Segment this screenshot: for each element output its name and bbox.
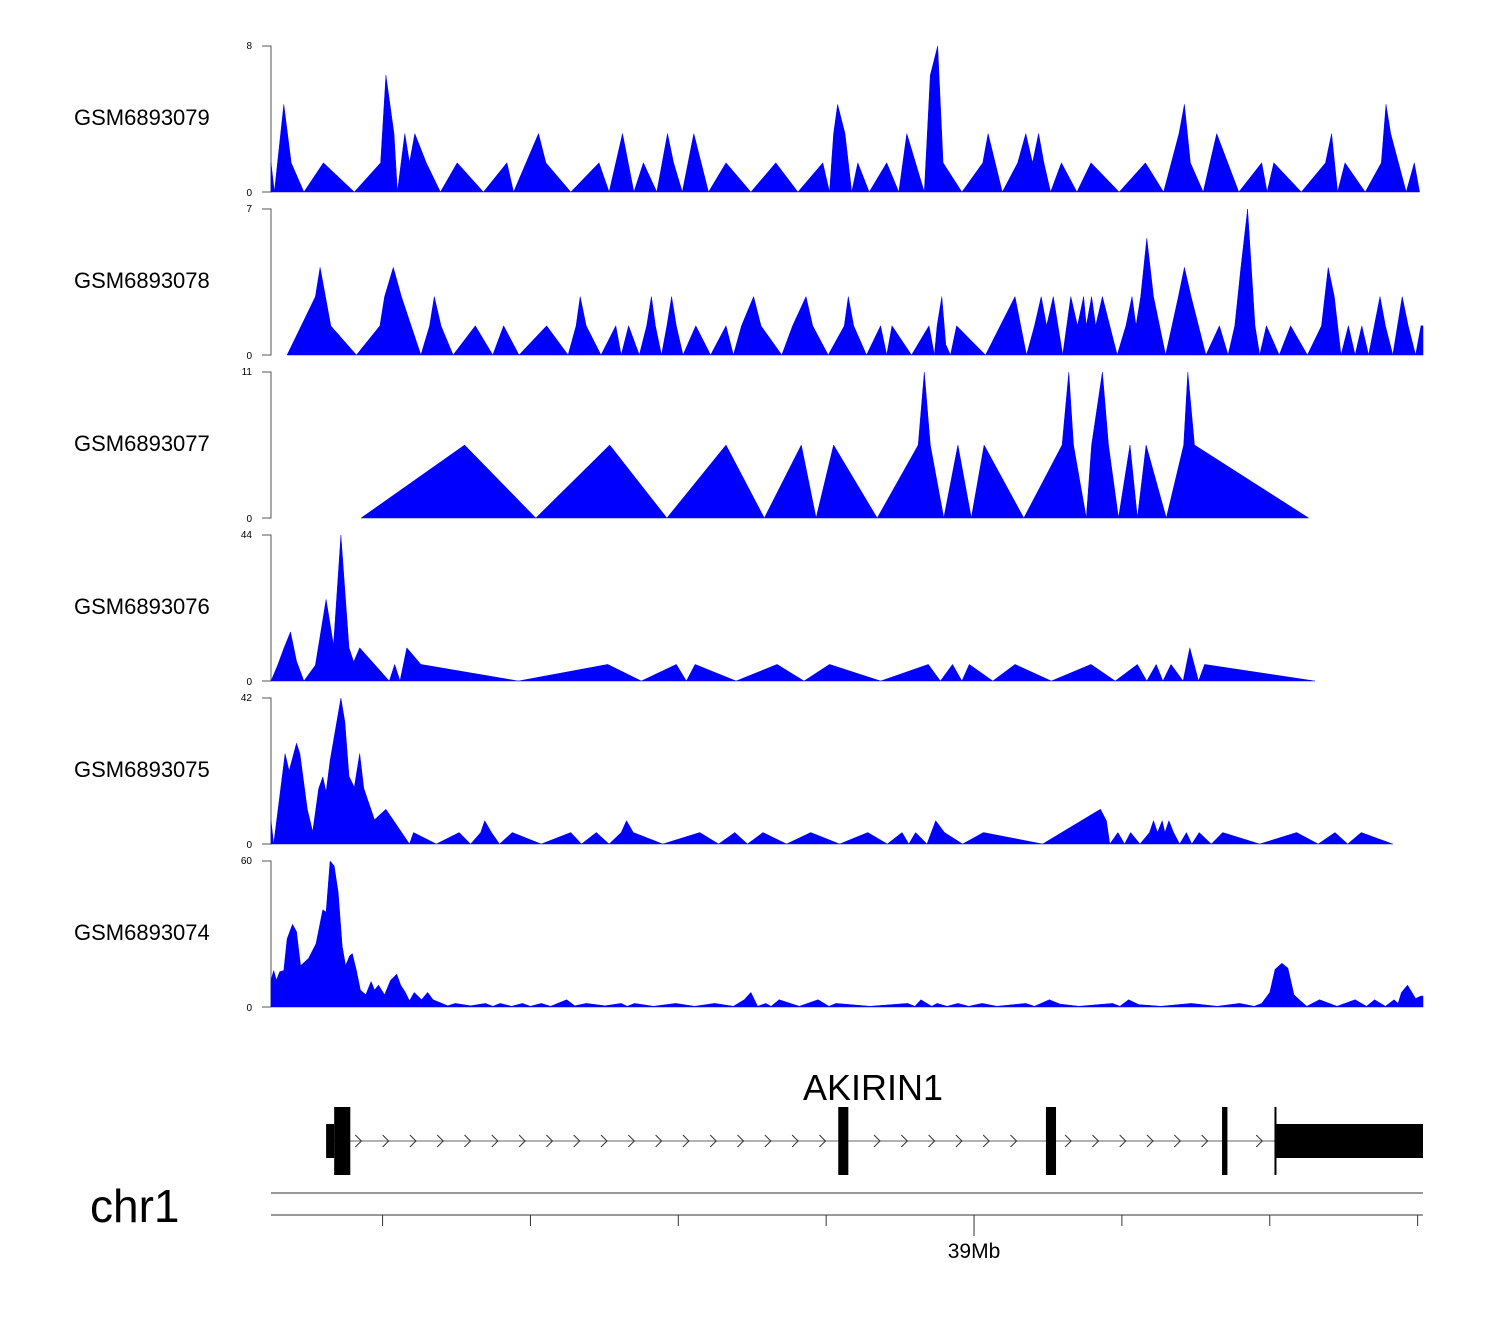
y-tick-label: 8 [246,41,252,52]
strand-arrow-icon [546,1134,554,1148]
y-axis [262,371,272,519]
track-label: GSM6893075 [74,757,210,782]
y-tick-label: 0 [246,1003,252,1014]
axis-tick-label: 39Mb [948,1240,1001,1263]
strand-arrow-icon [600,1134,608,1148]
strand-arrow-icon [819,1134,827,1148]
strand-arrow-icon [491,1134,499,1148]
exon-block [1222,1107,1228,1175]
coverage-area [270,45,1420,193]
track-label: GSM6893078 [74,268,210,293]
strand-arrow-icon [682,1134,690,1148]
strand-arrow-icon [436,1134,444,1148]
strand-arrow-icon [900,1134,909,1148]
strand-arrow-icon [791,1134,799,1148]
coverage-area [270,534,1315,682]
y-axis [262,697,272,845]
strand-arrow-icon [382,1134,390,1148]
strand-arrow-icon [518,1134,526,1148]
strand-arrow-icon [1010,1134,1018,1148]
strand-arrow-icon [655,1134,663,1148]
y-axis [262,208,272,356]
y-tick-label: 0 [246,677,252,688]
coverage-area [286,208,1424,356]
track-label: GSM6893077 [74,431,210,456]
utr-block [326,1124,335,1158]
y-tick-label: 0 [246,840,252,851]
coverage-area [360,371,1310,519]
y-axis [262,45,272,193]
exon-block [1274,1107,1277,1175]
strand-arrow-icon [764,1134,772,1148]
utr-block [1276,1124,1423,1158]
strand-arrow-icon [1255,1134,1263,1148]
y-tick-label: 0 [246,188,252,199]
track-label: GSM6893074 [74,920,210,945]
track-label: GSM6893076 [74,594,210,619]
coverage-area [270,697,1393,845]
strand-arrow-icon [982,1134,990,1148]
strand-arrow-icon [1146,1134,1154,1148]
strand-arrow-icon [627,1134,636,1148]
track-label: GSM6893079 [74,105,210,130]
y-tick-label: 44 [241,530,253,541]
strand-arrow-icon [1092,1134,1100,1148]
strand-arrow-icon [354,1134,363,1148]
strand-arrow-icon [1119,1134,1127,1148]
coverage-area [270,860,1424,1008]
strand-arrow-icon [464,1134,472,1148]
y-tick-label: 0 [246,514,252,525]
y-axis [262,860,272,1008]
y-tick-label: 42 [241,693,253,704]
y-tick-label: 7 [246,204,252,215]
exon-block [1045,1107,1057,1175]
strand-arrow-icon [573,1134,581,1148]
strand-arrow-icon [737,1134,745,1148]
strand-arrow-icon [873,1134,881,1148]
gene-label: AKIRIN1 [803,1067,943,1108]
y-tick-label: 60 [241,856,253,867]
y-axis [262,534,272,682]
exon-block [838,1107,849,1175]
exon-block [334,1107,351,1175]
y-tick-label: 0 [246,351,252,362]
strand-arrow-icon [955,1134,963,1148]
strand-arrow-icon [409,1134,417,1148]
chromosome-label: chr1 [90,1180,179,1232]
strand-arrow-icon [1173,1134,1182,1148]
y-tick-label: 11 [242,367,253,378]
strand-arrow-icon [928,1134,936,1148]
strand-arrow-icon [1064,1134,1072,1148]
strand-arrow-icon [1201,1134,1209,1148]
strand-arrow-icon [709,1134,717,1148]
